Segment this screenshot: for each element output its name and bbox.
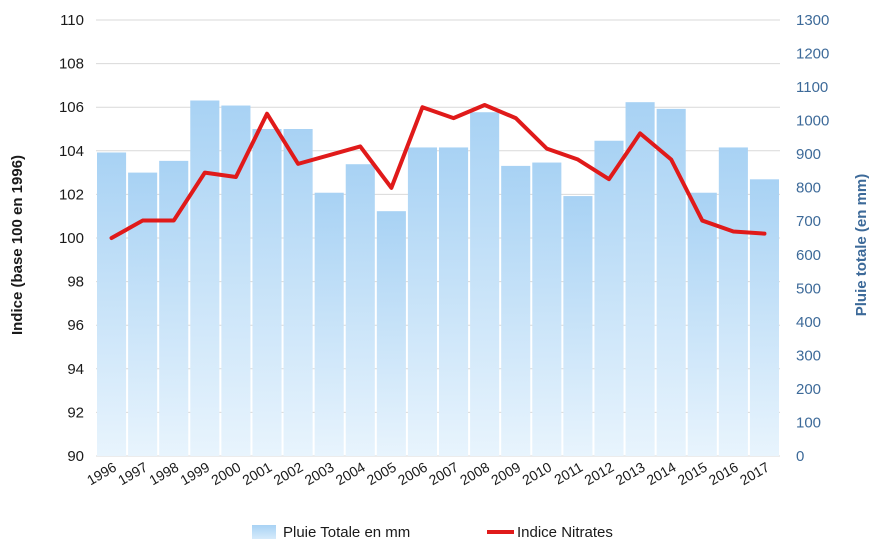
left-tick-label: 102 [59,186,84,203]
left-tick-label: 106 [59,99,84,116]
right-tick-label: 1000 [796,113,829,130]
right-tick-label: 200 [796,381,821,398]
bar-2012 [594,140,624,456]
bar-2011 [563,196,593,457]
x-tick-label: 2000 [208,459,243,489]
x-tick-label: 2010 [519,459,554,489]
left-tick-label: 110 [60,12,84,29]
left-tick-label: 94 [67,361,84,378]
left-axis-ticks: 90 92 94 96 98 100 102 104 106 108 110 [59,12,84,465]
right-tick-label: 1200 [796,46,829,63]
x-tick-label: 2005 [364,459,399,489]
right-tick-label: 0 [796,448,804,465]
bar-2014 [656,108,686,456]
x-tick-label: 2015 [675,459,710,489]
x-tick-label: 2014 [644,459,679,489]
legend-swatch-rain [252,525,276,539]
x-tick-label: 2001 [240,459,275,489]
bar-2010 [532,162,562,457]
x-tick-label: 2012 [582,459,617,489]
right-tick-label: 300 [796,347,821,364]
left-tick-label: 92 [67,404,84,421]
bar-1998 [159,160,189,456]
right-tick-label: 800 [796,180,821,197]
x-tick-label: 2011 [551,459,585,488]
x-tick-label: 2009 [488,459,523,489]
left-tick-label: 90 [67,448,84,465]
legend: Pluie Totale en mm Indice Nitrates [252,524,613,541]
right-tick-label: 1300 [796,12,829,29]
bar-2004 [345,164,375,456]
left-tick-label: 98 [67,274,84,291]
bar-2016 [718,147,748,456]
left-tick-label: 104 [59,143,84,160]
right-tick-label: 700 [796,213,821,230]
bar-2009 [501,165,531,456]
left-tick-label: 108 [59,56,84,73]
right-tick-label: 900 [796,146,821,163]
right-tick-label: 400 [796,314,821,331]
left-tick-label: 96 [67,317,84,334]
legend-label-nitrates: Indice Nitrates [517,524,613,541]
x-tick-label: 2007 [426,459,461,489]
x-tick-label: 2003 [302,459,337,489]
nitrates-series-line [109,103,767,240]
bar-2005 [376,211,406,456]
bar-2013 [625,102,655,457]
x-axis-ticks: 1996199719981999200020012002200320042005… [84,459,772,489]
bar-1997 [128,172,158,456]
left-axis-title: Indice (base 100 en 1996) [9,155,26,335]
x-tick-label: 1998 [146,459,181,489]
right-axis-ticks: 0 100 200 300 400 500 600 700 800 900 1000 1100 1200… [796,12,829,465]
right-axis-title: Pluie totale (en mm) [853,174,870,317]
right-tick-label: 600 [796,247,821,264]
x-tick-label: 2013 [613,459,648,489]
bar-1999 [190,100,220,456]
x-tick-label: 2002 [271,459,306,489]
x-tick-label: 2004 [333,459,368,489]
x-tick-label: 1999 [177,459,212,489]
x-tick-label: 2008 [457,459,492,489]
bar-1996 [97,152,127,456]
right-tick-label: 1100 [796,79,828,96]
right-tick-label: 500 [796,280,821,297]
bar-2003 [314,192,344,456]
bar-2001 [252,129,282,456]
x-tick-label: 2006 [395,459,430,489]
bar-2007 [439,147,469,456]
bar-2017 [749,179,779,457]
legend-label-rain: Pluie Totale en mm [283,524,410,541]
bar-2006 [407,147,437,456]
bar-2000 [221,105,251,457]
x-tick-label: 1997 [115,459,150,489]
x-tick-label: 2016 [706,459,741,489]
bar-2008 [470,112,500,456]
x-tick-label: 2017 [737,459,772,489]
bar-2015 [687,192,717,456]
bar-2002 [283,129,313,456]
rain-bars [97,100,779,457]
left-tick-label: 100 [59,230,84,247]
right-tick-label: 100 [796,414,821,431]
x-tick-label: 1996 [84,459,119,489]
nitrates-line [109,103,767,240]
